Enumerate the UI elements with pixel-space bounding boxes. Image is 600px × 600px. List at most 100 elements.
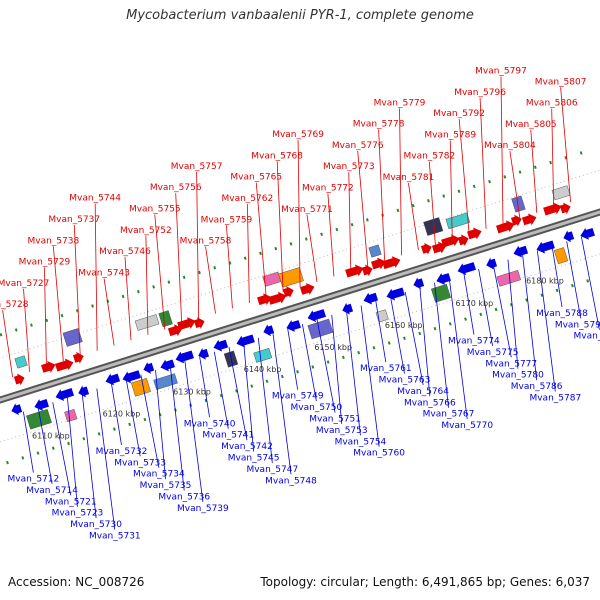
gene-label: Mvan_5754 [335,437,387,447]
label-leader-line [52,402,72,496]
gene-label: Mvan_5741 [202,431,254,441]
gene-label: Mvan_5787 [529,393,581,403]
reverse-gene-arrow [175,350,194,364]
gene-label: Mvan_5796 [454,88,506,98]
accession-label: Accession: NC_008726 [8,575,145,589]
feature-box [130,377,151,397]
reverse-gene-arrow [122,370,141,384]
gene-label: Mvan_5762 [221,194,273,204]
gene-label: Mvan_5778 [353,120,405,130]
gene-label: Mvan_5743 [78,268,130,278]
feature-box [511,195,526,213]
label-leader-line [272,333,292,475]
label-leader-line [199,356,210,418]
reverse-gene-arrow [286,320,301,332]
feature-box [278,267,304,288]
label-leader-line [500,76,504,224]
gene-label: Mvan_5747 [246,465,298,475]
feature-box [445,212,471,230]
tick-label: 6120 kbp [103,409,141,418]
tick-label: 6140 kbp [244,365,282,374]
gene-label: Mvan_5755 [129,204,181,214]
gene-label: Mvan_5780 [492,371,544,381]
label-leader-line [434,282,449,408]
forward-gene-arrow [510,214,522,227]
genome-backbone [0,208,600,404]
reverse-gene-arrow [536,240,555,254]
forward-gene-arrow [299,283,315,295]
feature-box [368,244,382,258]
label-leader-line [44,267,47,367]
gene-label: Mvan_5737 [48,215,100,225]
gene-label: Mvan_5770 [441,421,493,431]
gene-label: Mvan_5734 [133,470,185,480]
gene-label: Mvan_5756 [150,183,202,193]
label-leader-line [81,393,97,519]
gene-label: Mvan_5774 [448,337,500,347]
gene-label: Mvan_5781 [383,173,435,183]
tick-label: 6130 kbp [173,387,211,396]
forward-gene-arrow [543,202,562,216]
label-leader-line [306,214,318,282]
label-leader-line [551,245,563,307]
label-leader-line [255,182,267,298]
gene-label: Mvan_5742 [221,442,273,452]
gene-label: Mvan_5760 [353,449,405,459]
reverse-gene-arrow [342,302,354,315]
label-leader-line [94,203,98,351]
feature-box [253,347,273,363]
label-leader-line [566,241,582,319]
label-leader-line [348,172,352,272]
label-leader-line [509,151,521,219]
label-leader-line [205,246,216,314]
label-leader-line [346,310,361,436]
label-leader-line [357,150,369,266]
label-leader-line [276,161,284,293]
reverse-gene-arrow [363,292,379,305]
reverse-gene-arrow [457,262,476,276]
forward-gene-arrow [467,227,482,240]
forward-gene-arrow [193,317,205,329]
label-leaders [2,76,600,530]
label-leader-line [301,324,317,402]
gene-label: Mvan_5759 [201,215,253,225]
gene-label: Mvan_5764 [397,387,449,397]
label-leader-line [154,214,166,330]
gene-label: Mvan_5714 [26,486,78,496]
forward-gene-arrow [177,317,196,331]
label-leader-line [184,360,204,502]
gene-label: Mvan_5771 [281,205,333,215]
feature-box [14,355,28,369]
label-leader-line [327,193,335,277]
label-leader-line [52,246,64,362]
feature-box [134,314,160,331]
label-leader-line [257,337,273,463]
feature-box [307,318,334,340]
genome-summary: Topology: circular; Length: 6,491,865 bp… [260,575,590,589]
reverse-gene-arrow [486,257,498,270]
gene-label: Mvan_5738 [27,236,79,246]
gene-labels: Mvan_5728 Mvan_5727 Mvan_5729 Mvan_5738 Mvan… [0,67,600,542]
gene-label: Mvan_5751 [309,415,361,425]
gene-label: Mvan_5732 [96,447,148,457]
label-leader-line [448,278,468,420]
gene-label: Mvan_5806 [526,99,578,109]
forward-gene-arrow [55,358,74,372]
gene-label: Mvan_5786 [511,382,563,392]
gene-label: Mvan_5758 [180,237,232,247]
map-title: Mycobacterium vanbaalenii PYR-1, complet… [126,8,474,23]
label-leader-line [228,347,248,441]
gene-label: Mvan_5775 [467,348,519,358]
gene-label: Mvan_5735 [140,481,192,491]
label-leader-line [463,273,475,335]
dotted-guide [0,147,594,337]
label-leader-line [316,319,336,413]
gene-label: Mvan_5763 [379,376,431,386]
label-leader-line [155,370,166,480]
gene-label: Mvan_5727 [0,279,49,289]
forward-gene-arrow [559,202,571,215]
gene-label: Mvan_5789 [424,130,476,140]
gene-label: Mvan_5779 [374,98,426,108]
reverse-gene-arrow [307,309,326,323]
label-leader-line [360,305,380,447]
